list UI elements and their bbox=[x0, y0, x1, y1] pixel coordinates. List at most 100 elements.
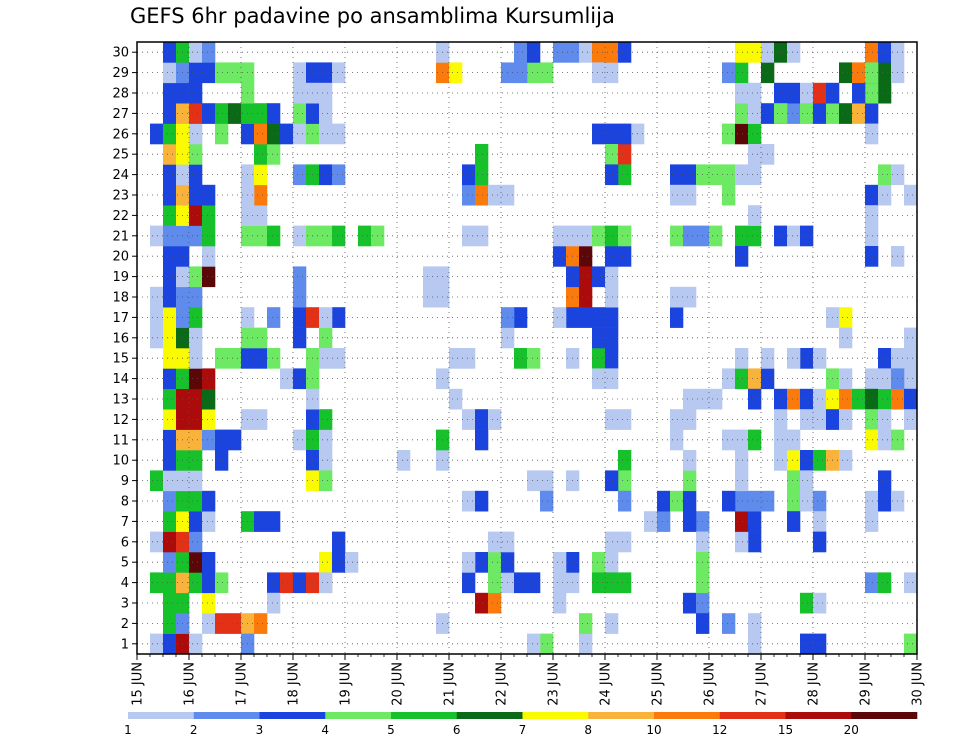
y-tick-label: 16 bbox=[112, 331, 129, 346]
heatmap-cell bbox=[618, 225, 632, 247]
heatmap-cell bbox=[163, 368, 177, 390]
colorbar-swatch bbox=[325, 712, 392, 719]
heatmap-cell bbox=[293, 572, 307, 594]
y-tick-label: 29 bbox=[112, 66, 129, 81]
heatmap-cell bbox=[865, 205, 879, 226]
y-tick-label: 12 bbox=[112, 413, 129, 428]
colorbar-swatch bbox=[851, 712, 918, 719]
heatmap-cell bbox=[722, 62, 736, 84]
heatmap-cell bbox=[332, 62, 346, 84]
colorbar-label: 15 bbox=[778, 723, 793, 737]
heatmap-cell bbox=[605, 246, 619, 267]
heatmap-cell bbox=[319, 409, 333, 430]
heatmap-cell bbox=[865, 388, 879, 410]
y-tick-label: 3 bbox=[121, 597, 129, 612]
heatmap-cell bbox=[839, 307, 853, 328]
heatmap-cell bbox=[748, 123, 762, 145]
heatmap-cell bbox=[267, 592, 281, 614]
heatmap-cell bbox=[163, 327, 177, 349]
heatmap-cell bbox=[579, 246, 593, 267]
heatmap-cell bbox=[878, 490, 892, 512]
heatmap-cell bbox=[865, 184, 879, 206]
heatmap-cell bbox=[488, 552, 502, 573]
heatmap-cell bbox=[852, 82, 866, 104]
x-tick-label: 26 JUN bbox=[703, 662, 718, 706]
heatmap-cell bbox=[579, 613, 593, 634]
heatmap-cell bbox=[579, 42, 593, 63]
heatmap-cell bbox=[592, 123, 606, 145]
heatmap-cell bbox=[839, 388, 853, 410]
heatmap-cell bbox=[553, 552, 567, 573]
heatmap-cell bbox=[748, 164, 762, 186]
heatmap-cell bbox=[904, 368, 918, 390]
colorbar-swatch bbox=[456, 712, 523, 719]
heatmap-cell bbox=[397, 450, 411, 471]
heatmap-cell bbox=[150, 531, 164, 553]
heatmap-cell bbox=[878, 429, 892, 451]
heatmap-cell bbox=[488, 592, 502, 614]
heatmap-cell bbox=[475, 409, 489, 430]
y-tick-label: 20 bbox=[112, 250, 129, 265]
heatmap-cell bbox=[293, 82, 307, 104]
heatmap-cell bbox=[267, 348, 281, 369]
heatmap-cell bbox=[254, 144, 268, 165]
x-tick-label: 21 JUN bbox=[443, 662, 458, 706]
heatmap-cell bbox=[878, 572, 892, 594]
heatmap-cell bbox=[202, 266, 216, 288]
heatmap-cell bbox=[189, 225, 203, 247]
heatmap-cell bbox=[215, 103, 229, 124]
heatmap-cell bbox=[215, 613, 229, 634]
heatmap-cell bbox=[189, 286, 203, 308]
heatmap-cell bbox=[670, 225, 684, 247]
heatmap-cell bbox=[423, 266, 437, 288]
heatmap-cell bbox=[618, 144, 632, 165]
heatmap-cell bbox=[592, 42, 606, 63]
heatmap-cell bbox=[462, 490, 476, 512]
heatmap-cell bbox=[800, 450, 814, 471]
heatmap-cell bbox=[228, 62, 242, 84]
heatmap-cell bbox=[592, 572, 606, 594]
heatmap-cell bbox=[462, 184, 476, 206]
heatmap-cell bbox=[319, 225, 333, 247]
heatmap-cell bbox=[709, 164, 723, 186]
colorbar-label: 2 bbox=[190, 723, 198, 737]
heatmap-cell bbox=[722, 184, 736, 206]
heatmap-cell bbox=[514, 348, 528, 369]
heatmap-cell bbox=[163, 103, 177, 124]
heatmap-cell bbox=[150, 307, 164, 328]
heatmap-cell bbox=[592, 225, 606, 247]
heatmap-cell bbox=[605, 62, 619, 84]
heatmap-cell bbox=[475, 592, 489, 614]
colorbar-swatch bbox=[128, 712, 195, 719]
heatmap-cell bbox=[735, 82, 749, 104]
x-tick-label: 25 JUN bbox=[651, 662, 666, 706]
heatmap-cell bbox=[163, 266, 177, 288]
heatmap-cell bbox=[878, 368, 892, 390]
heatmap-cell bbox=[787, 42, 801, 63]
heatmap-cell bbox=[254, 184, 268, 206]
heatmap-cell bbox=[735, 123, 749, 145]
heatmap-cell bbox=[618, 531, 632, 553]
heatmap-cell bbox=[800, 592, 814, 614]
heatmap-cell bbox=[163, 307, 177, 328]
heatmap-cell bbox=[319, 103, 333, 124]
heatmap-cell bbox=[319, 82, 333, 104]
heatmap-cell bbox=[319, 307, 333, 328]
heatmap-cell bbox=[488, 531, 502, 553]
heatmap-cell bbox=[605, 572, 619, 594]
y-tick-label: 27 bbox=[112, 107, 129, 122]
heatmap-cell bbox=[202, 572, 216, 594]
heatmap-cell bbox=[462, 225, 476, 247]
heatmap-cell bbox=[332, 307, 346, 328]
heatmap-cell bbox=[813, 348, 827, 369]
heatmap-cell bbox=[683, 470, 697, 492]
heatmap-cell bbox=[319, 123, 333, 145]
heatmap-cell bbox=[475, 490, 489, 512]
heatmap-cell bbox=[878, 164, 892, 186]
y-tick-label: 14 bbox=[112, 372, 129, 387]
heatmap-cell bbox=[709, 388, 723, 410]
heatmap-cell bbox=[865, 103, 879, 124]
heatmap-cell bbox=[514, 42, 528, 63]
heatmap-cell bbox=[878, 388, 892, 410]
y-tick-label: 7 bbox=[121, 515, 129, 530]
